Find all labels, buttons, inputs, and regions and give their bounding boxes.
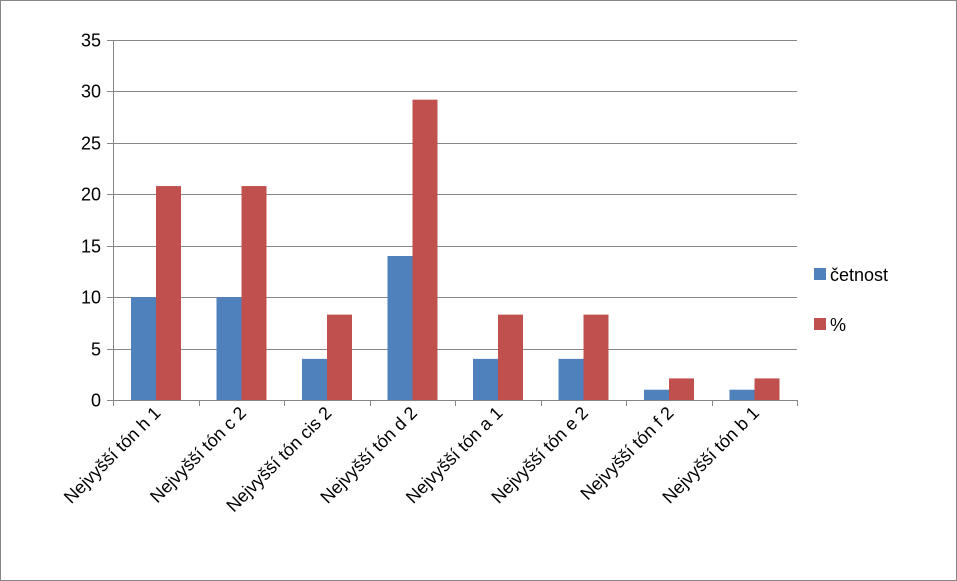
y-axis-tick-labels: 0 5 10 15 20 25 30 35 [81, 31, 101, 411]
bar-percent [241, 186, 267, 400]
bar-percent [583, 314, 609, 400]
legend: četnost% [814, 265, 888, 335]
bar-cetnost [131, 297, 156, 400]
bar-percent [327, 314, 352, 400]
bar-cetnost [387, 256, 413, 400]
y-tick-label: 10 [81, 288, 101, 308]
bar-cetnost [558, 358, 584, 400]
bar-percent [156, 186, 181, 400]
bar-percent [669, 378, 694, 400]
y-tick-label: 0 [91, 391, 101, 411]
y-tick-label: 20 [81, 185, 101, 205]
y-tick-label: 35 [81, 31, 101, 51]
legend-label: % [830, 315, 846, 335]
legend-swatch [814, 318, 826, 330]
y-tick-label: 5 [91, 340, 101, 360]
y-tick-label: 15 [81, 237, 101, 257]
bar-cetnost [729, 389, 755, 400]
bar-percent [754, 378, 780, 400]
legend-swatch [814, 268, 826, 280]
bars [131, 99, 780, 401]
y-tick-label: 25 [81, 134, 101, 154]
bar-cetnost [216, 297, 242, 400]
bar-cetnost [644, 389, 669, 400]
legend-label: četnost [830, 265, 888, 285]
y-tick-label: 30 [81, 82, 101, 102]
bar-percent [498, 314, 523, 400]
bar-cetnost [473, 358, 498, 400]
bar-cetnost [302, 358, 327, 400]
bar-percent [412, 99, 438, 401]
axes [107, 40, 798, 406]
